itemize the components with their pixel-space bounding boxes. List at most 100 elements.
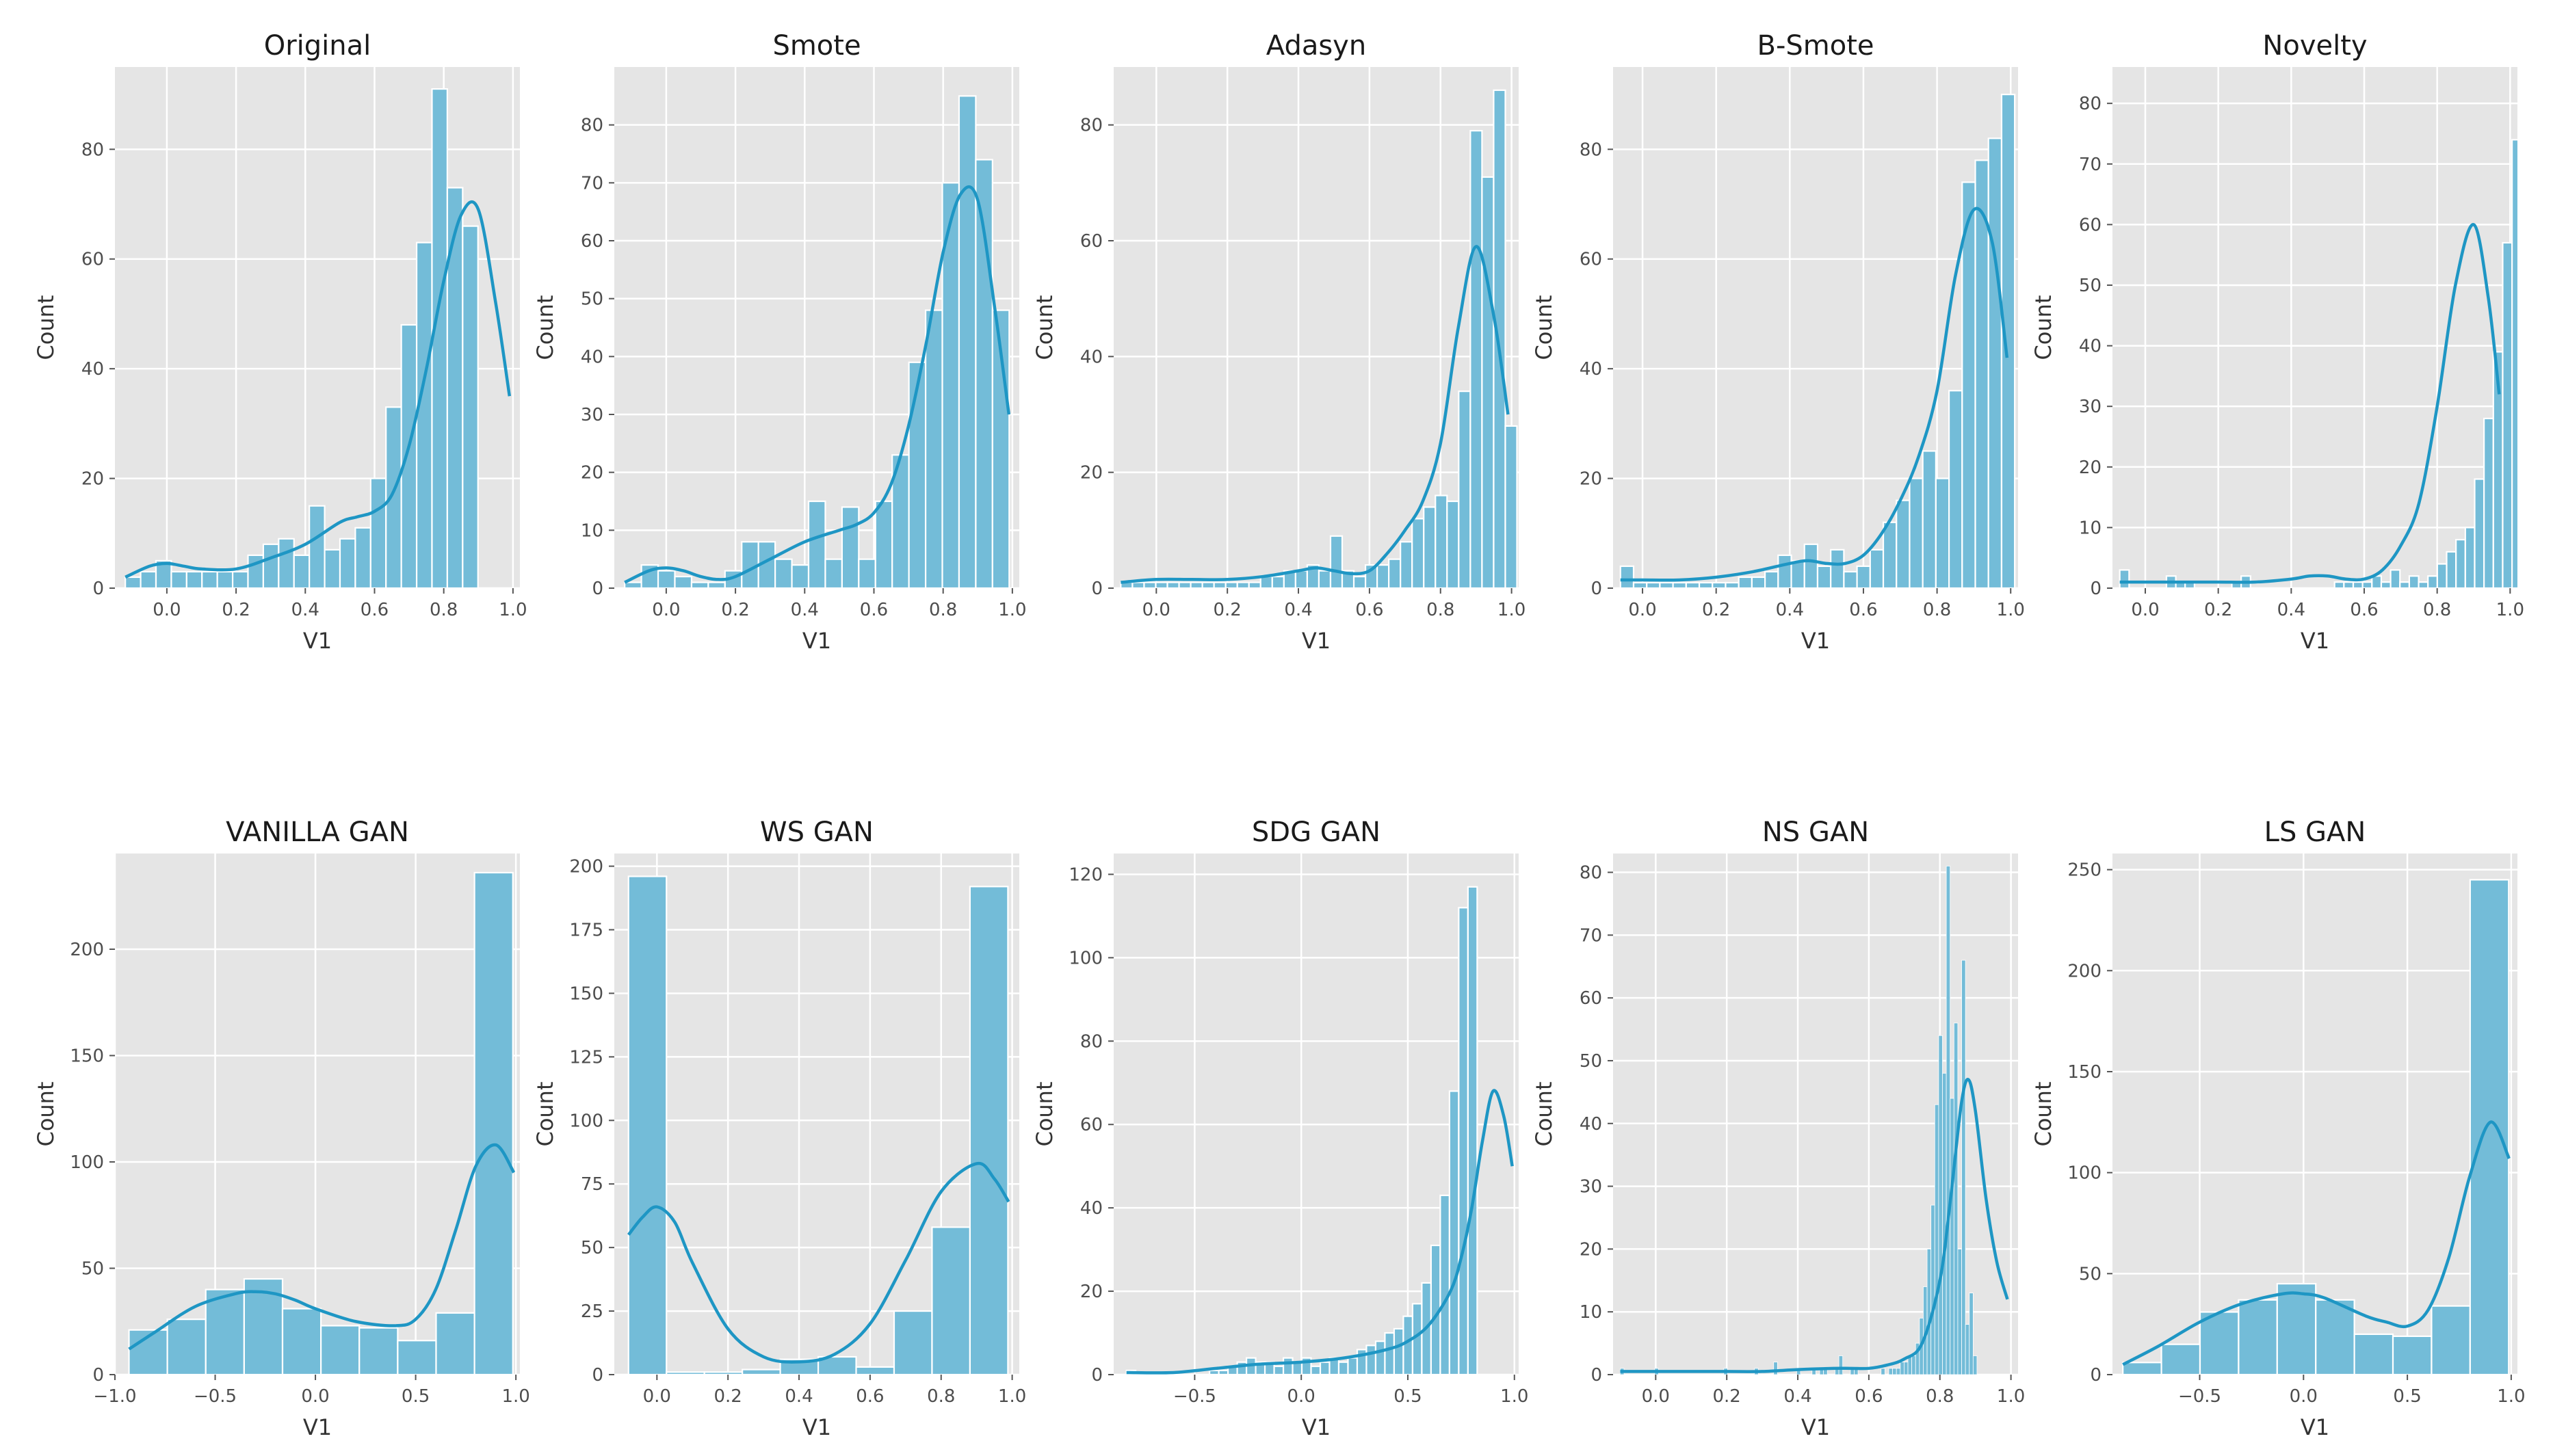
histogram-bar bbox=[281, 1308, 322, 1375]
y-tick-label: 10 bbox=[1580, 1302, 1602, 1323]
x-tick-label: 0.4 bbox=[791, 600, 819, 620]
histogram-bar bbox=[627, 875, 668, 1375]
x-axis-label: V1 bbox=[1801, 628, 1830, 654]
y-tick-label: 0 bbox=[2090, 579, 2102, 599]
histogram-bar bbox=[1896, 1368, 1901, 1375]
x-tick-label: 1.0 bbox=[2496, 600, 2524, 620]
histogram-bar bbox=[1892, 1368, 1897, 1375]
y-tick-label: 0 bbox=[1091, 579, 1103, 599]
histogram-bar bbox=[1935, 477, 1950, 588]
x-tick-label: 0.8 bbox=[1923, 600, 1951, 620]
y-tick-label: 50 bbox=[2079, 1264, 2102, 1284]
histogram-bar bbox=[2427, 575, 2438, 588]
histogram-bar bbox=[1347, 1357, 1359, 1375]
y-axis-label: Count bbox=[33, 295, 59, 360]
y-tick-label: 0 bbox=[592, 579, 603, 599]
histogram-bar bbox=[2343, 581, 2355, 588]
histogram-bar bbox=[1909, 477, 1924, 588]
histogram-bar bbox=[2353, 1333, 2394, 1375]
histogram-bar bbox=[931, 1226, 971, 1375]
x-tick-label: 0.2 bbox=[2204, 600, 2232, 620]
y-tick-label: 20 bbox=[1080, 463, 1103, 484]
histogram-bar bbox=[1922, 450, 1937, 588]
histogram-bar bbox=[1881, 1368, 1885, 1375]
histogram-bar bbox=[1131, 581, 1145, 588]
histogram-bar bbox=[1830, 548, 1845, 588]
y-tick-label: 60 bbox=[1580, 988, 1602, 1009]
histogram-bar bbox=[1950, 1098, 1954, 1375]
bars bbox=[2122, 879, 2511, 1375]
histogram-panel: −0.5 0.0 0.5 1.0 0 50 100 150 200 250 LS GAN V1 Coun… bbox=[2030, 817, 2526, 1440]
chart-title: WS GAN bbox=[760, 817, 874, 848]
y-tick-label: 0 bbox=[1091, 1365, 1103, 1386]
y-tick-label: 30 bbox=[2079, 397, 2102, 417]
histogram-panel: 0.0 0.2 0.4 0.6 0.8 1.0 0 25 50 75 100 125 150 175 200… bbox=[532, 817, 1026, 1440]
x-tick-label: 0.0 bbox=[2131, 600, 2159, 620]
x-tick-label: 0.8 bbox=[430, 600, 458, 620]
histogram-bar bbox=[1259, 575, 1273, 588]
x-axis-label: V1 bbox=[303, 1414, 332, 1440]
histogram-bar bbox=[1907, 1355, 1913, 1375]
y-tick-label: 10 bbox=[581, 520, 603, 541]
y-tick-label: 80 bbox=[1580, 140, 1602, 160]
histogram-bar bbox=[369, 477, 387, 588]
x-axis-label: V1 bbox=[2301, 628, 2329, 654]
bars bbox=[1619, 94, 2016, 588]
histogram-bar bbox=[624, 581, 642, 588]
x-tick-label: 0.2 bbox=[721, 600, 749, 620]
y-tick-label: 30 bbox=[581, 405, 603, 425]
histogram-bar bbox=[1972, 1355, 1978, 1375]
x-axis-label: V1 bbox=[1801, 1414, 1830, 1440]
y-tick-label: 40 bbox=[1580, 1114, 1602, 1135]
histogram-panel: 0.0 0.2 0.4 0.6 0.8 1.0 0 10 20 30 40 50 60 70 80 Smote… bbox=[532, 30, 1027, 654]
y-tick-label: 125 bbox=[569, 1047, 603, 1068]
histogram-bar bbox=[397, 1340, 437, 1375]
histogram-bar bbox=[293, 554, 311, 588]
histogram-bar bbox=[1646, 581, 1661, 588]
histogram-bar bbox=[893, 1310, 933, 1375]
histogram-bar bbox=[674, 575, 693, 588]
x-tick-label: 0.0 bbox=[301, 1386, 329, 1407]
histogram-bar bbox=[278, 538, 295, 588]
histogram-bar bbox=[385, 406, 402, 588]
histogram-bar bbox=[1388, 558, 1402, 588]
histogram-bar bbox=[1790, 559, 1805, 588]
histogram-bar bbox=[657, 570, 676, 588]
histogram-bar bbox=[1953, 1022, 1959, 1375]
histogram-bar bbox=[1435, 494, 1448, 588]
kde-line bbox=[128, 1143, 516, 1351]
histogram-bar bbox=[1384, 1332, 1396, 1375]
y-tick-label: 60 bbox=[2079, 215, 2102, 235]
histogram-bar bbox=[1329, 535, 1344, 588]
histogram-bar bbox=[858, 558, 876, 588]
y-tick-label: 25 bbox=[581, 1301, 603, 1322]
x-tick-label: 0.6 bbox=[856, 1386, 884, 1407]
y-tick-label: 75 bbox=[581, 1174, 603, 1195]
histogram-bar bbox=[2160, 1343, 2201, 1375]
y-axis-label: Count bbox=[2030, 295, 2056, 360]
y-tick-label: 0 bbox=[92, 579, 104, 599]
histogram-bar bbox=[1934, 1104, 1939, 1375]
histogram-bar bbox=[2371, 575, 2383, 588]
histogram-bar bbox=[473, 871, 514, 1375]
histogram-bar bbox=[2000, 94, 2016, 588]
x-tick-label: 0.4 bbox=[1284, 600, 1312, 620]
histogram-bar bbox=[703, 1371, 744, 1375]
histogram-bar bbox=[874, 500, 893, 588]
y-tick-label: 250 bbox=[2067, 860, 2102, 881]
x-tick-label: 0.2 bbox=[713, 1386, 742, 1407]
x-tick-label: 0.2 bbox=[222, 600, 250, 620]
x-tick-label: 1.0 bbox=[998, 600, 1026, 620]
y-axis-label: Count bbox=[1531, 295, 1557, 360]
histogram-bar bbox=[2464, 527, 2476, 588]
histogram-bar bbox=[2446, 551, 2457, 588]
x-tick-label: −1.0 bbox=[93, 1386, 136, 1407]
x-tick-label: −0.5 bbox=[194, 1386, 237, 1407]
histogram-bar bbox=[1271, 575, 1285, 588]
histogram-bar bbox=[1961, 181, 1976, 588]
x-tick-label: 0.8 bbox=[927, 1386, 955, 1407]
histogram-bar bbox=[446, 187, 464, 588]
histogram-bar bbox=[807, 500, 826, 588]
histogram-bar bbox=[1493, 89, 1506, 588]
y-tick-label: 40 bbox=[1580, 359, 1602, 380]
